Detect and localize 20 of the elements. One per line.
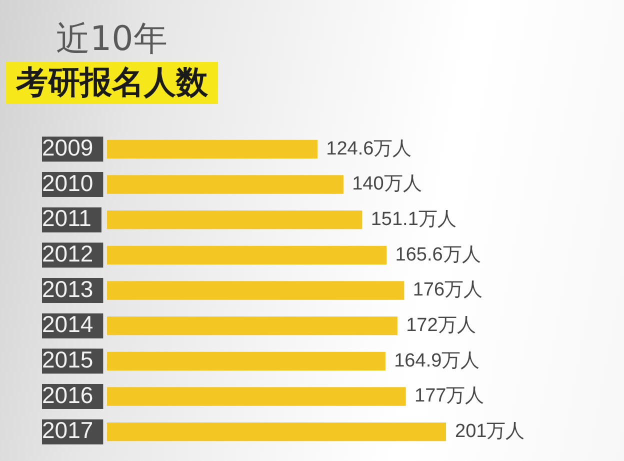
y-tick-label: 2015 <box>42 346 94 373</box>
data-label: 164.9万人 <box>394 350 480 372</box>
y-tick-label: 2016 <box>42 382 94 408</box>
data-label: 124.6万人 <box>326 138 412 160</box>
data-label: 201万人 <box>455 421 525 442</box>
y-tick-label: 2012 <box>42 240 94 267</box>
data-label: 140万人 <box>352 174 422 195</box>
data-label: 151.1万人 <box>370 209 456 230</box>
data-label: 177万人 <box>414 386 484 407</box>
y-tick-label: 2013 <box>42 276 94 302</box>
y-tick-label: 2010 <box>42 170 94 196</box>
data-label: 176万人 <box>412 280 483 301</box>
chart-title: 近10年 <box>56 19 168 59</box>
y-tick-label: 2009 <box>42 134 94 161</box>
y-tick-label: 2014 <box>42 311 94 338</box>
y-tick-label: 2011 <box>42 205 92 232</box>
data-label: 172万人 <box>406 315 476 336</box>
data-label: 165.6万人 <box>395 244 481 266</box>
y-tick-label: 2017 <box>42 417 94 444</box>
chart-subtitle: 考研报名人数 <box>6 62 218 104</box>
